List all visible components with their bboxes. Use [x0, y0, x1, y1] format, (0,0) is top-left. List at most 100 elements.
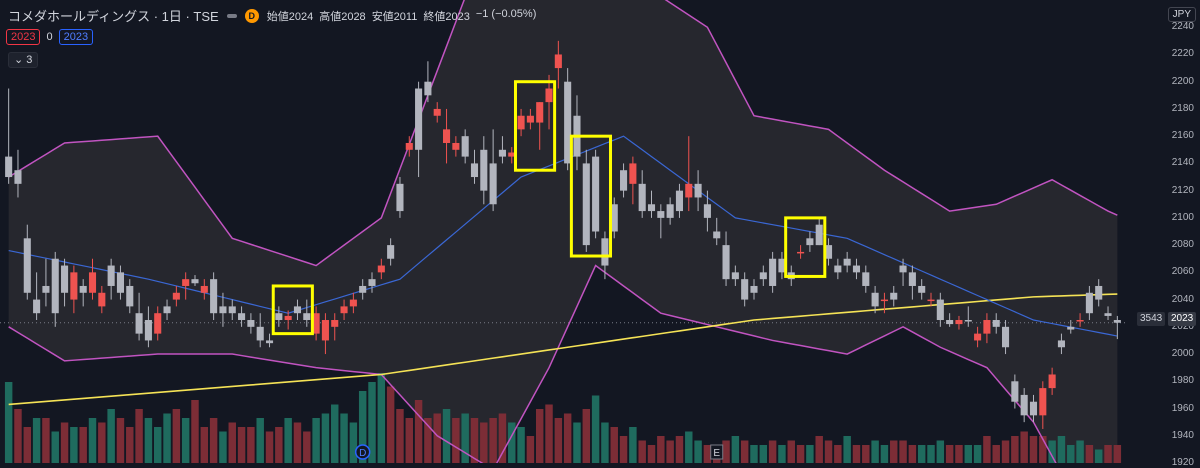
volume-bar	[796, 445, 805, 463]
moving-average-long-line	[8, 293, 1118, 406]
candle-body	[815, 224, 823, 246]
candle-body	[657, 211, 665, 218]
candle-body	[61, 265, 69, 293]
collapse-indicators-button[interactable]: ⌄ 3	[8, 52, 39, 68]
volume-bar	[535, 409, 544, 463]
volume-bar	[685, 431, 693, 463]
candle-body	[210, 279, 218, 314]
volume-bar	[750, 445, 758, 463]
candle-body	[1020, 394, 1028, 416]
candle-body	[983, 320, 991, 334]
candle-body	[415, 88, 423, 150]
volume-bar	[349, 422, 358, 463]
volume-bar	[23, 427, 32, 463]
volume-bar	[936, 440, 945, 463]
volume-bar	[1104, 445, 1112, 463]
candle-body	[424, 81, 432, 96]
candle-body	[1029, 401, 1038, 416]
volume-bar	[256, 418, 264, 463]
candle-body	[685, 183, 693, 198]
candle-body	[98, 292, 106, 307]
candle-body	[51, 258, 59, 314]
volume-bar	[480, 422, 488, 463]
volume-bar	[98, 422, 106, 463]
volume-bar	[116, 418, 125, 463]
volume-bar	[144, 418, 153, 463]
volume-bar	[498, 413, 507, 463]
volume-bar	[60, 422, 69, 463]
volume-bar	[1011, 436, 1019, 463]
candle-body	[79, 285, 87, 293]
candle-body	[312, 313, 320, 334]
volume-bar	[768, 440, 777, 463]
volume-bar	[852, 445, 861, 463]
candle-body	[750, 285, 758, 293]
candle-body	[1076, 320, 1084, 322]
volume-bar	[1113, 445, 1122, 463]
candle-body	[564, 81, 572, 164]
blue-indicator-value[interactable]: 2023	[58, 29, 94, 45]
price-axis-label: 2240	[1171, 21, 1194, 33]
price-axis-label: 2100	[1171, 211, 1194, 223]
candle-body	[70, 272, 78, 300]
candle-body	[433, 108, 441, 116]
volume-bar	[1001, 440, 1010, 463]
volume-bar	[638, 440, 646, 463]
candle-body	[974, 333, 982, 341]
volume-bar	[51, 431, 59, 463]
candle-body	[880, 299, 888, 302]
volume-bar	[582, 409, 591, 463]
currency-button[interactable]: JPY	[1167, 7, 1196, 22]
data-status-badge[interactable]: D	[244, 8, 259, 23]
volume-bar	[824, 440, 833, 463]
symbol-title[interactable]: コメダホールディングス · 1日 · TSE	[8, 9, 219, 24]
candle-body	[256, 326, 264, 341]
candle-body	[443, 129, 451, 143]
candle-body	[275, 313, 283, 321]
highlight-box	[784, 216, 827, 278]
volume-bar	[396, 409, 404, 463]
candle-body	[405, 142, 413, 150]
volume-bar	[955, 445, 963, 463]
volume-bar	[470, 418, 479, 463]
high-value: 高値2028	[319, 10, 366, 23]
candle-body	[806, 238, 814, 246]
candle-body	[498, 149, 506, 157]
candle-body	[107, 265, 115, 286]
candle-body	[526, 115, 534, 123]
red-indicator-value[interactable]: 2023	[6, 29, 41, 45]
candle-body	[1113, 320, 1121, 323]
candle-body	[824, 245, 833, 259]
volume-bar	[508, 422, 516, 463]
highlight-box	[569, 134, 613, 258]
close-value: 終値2023	[423, 10, 470, 23]
candle-body	[293, 306, 302, 314]
candle-body	[14, 170, 22, 184]
volume-bar	[489, 418, 497, 463]
price-tag-current: 2023	[1168, 312, 1197, 326]
candle-body	[1085, 292, 1093, 314]
more-icon[interactable]	[226, 13, 237, 18]
price-axis-label: 2040	[1171, 293, 1194, 305]
candle-body	[862, 272, 870, 286]
candle-body	[116, 272, 124, 293]
candle-body	[5, 156, 13, 178]
volume-bar	[862, 445, 870, 463]
volume-bar	[759, 445, 768, 463]
volume-bar	[414, 400, 423, 463]
candle-body	[629, 163, 637, 184]
price-axis-label: 1980	[1171, 375, 1194, 387]
candle-body	[778, 258, 786, 273]
volume-bar	[740, 440, 749, 463]
change-value: −1 (−0.05%)	[475, 7, 537, 20]
price-axis-label: 2220	[1171, 48, 1194, 60]
candle-body	[722, 245, 730, 280]
volume-bar	[191, 400, 199, 463]
candle-body	[797, 251, 805, 254]
candle-body	[349, 299, 357, 307]
dividend-marker	[354, 444, 371, 460]
price-axis-label: 1940	[1171, 429, 1194, 441]
candle-body	[88, 272, 97, 293]
price-axis-label: 2200	[1171, 75, 1194, 87]
